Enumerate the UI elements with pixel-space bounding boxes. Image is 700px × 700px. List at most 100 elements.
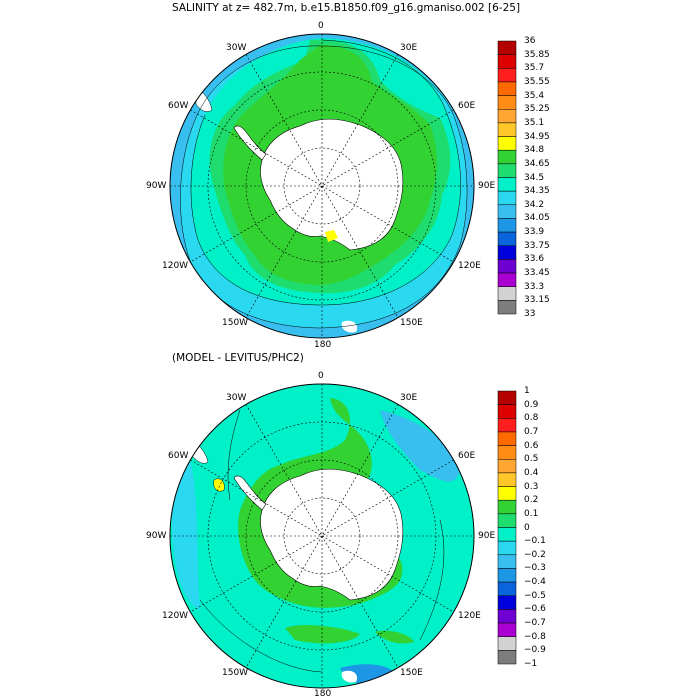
difference-map — [169, 383, 475, 689]
contours-2 — [199, 409, 445, 673]
colorbar-tick-label: 35.55 — [524, 76, 550, 87]
colorbar-tick-label: 0.1 — [524, 508, 539, 519]
colorbar-tick-label: 34.35 — [524, 186, 550, 197]
colorbar-tick-label: 0.6 — [524, 440, 539, 451]
lon-label-0: 0 — [318, 21, 324, 31]
colorbar-tick-label: 35.85 — [524, 49, 550, 60]
lon-label-60e: 60E — [458, 451, 476, 461]
lon-label-30e: 30E — [400, 393, 418, 403]
colorbar-swatch — [497, 218, 517, 233]
colorbar-tick-label: 35.1 — [524, 117, 545, 128]
lon-label-60e: 60E — [458, 101, 476, 111]
colorbar-swatch — [497, 527, 517, 542]
colorbar-swatch — [497, 418, 517, 433]
colorbar-swatch — [497, 622, 517, 637]
colorbar-swatch — [497, 486, 517, 501]
colorbar-swatch — [497, 163, 517, 178]
colorbar-tick-label: 0 — [524, 522, 530, 533]
salinity-title: SALINITY at z= 482.7m, b.e15.B1850.f09_g… — [172, 2, 521, 14]
diff-lower-green — [285, 625, 360, 644]
colorbar-tick-label: −0.7 — [524, 618, 546, 629]
colorbar-swatch — [497, 540, 517, 556]
ross-shelf-highlight — [325, 230, 338, 242]
hotspot — [213, 478, 225, 492]
lon-label-30e: 30E — [400, 43, 418, 53]
diff-east — [380, 410, 460, 482]
colorbar-tick-label: 34.65 — [524, 158, 550, 169]
colorbar-swatch — [497, 459, 517, 474]
colorbar-swatch — [497, 40, 517, 55]
island-south — [341, 320, 358, 333]
colorbar-tick-label: 33 — [524, 309, 536, 319]
colorbar-swatch — [497, 650, 517, 665]
colorbar-swatch — [497, 272, 517, 287]
lon-label-90w: 90W — [146, 531, 167, 541]
colorbar-tick-label: 33.15 — [524, 295, 550, 306]
colorbar-tick-label: 0.7 — [524, 426, 539, 437]
colorbar-tick-label: 33.6 — [524, 254, 545, 265]
colorbar-swatch — [497, 431, 517, 446]
colorbar-swatch — [497, 390, 517, 405]
colorbar-tick-label: −1 — [524, 659, 538, 669]
difference-colorbar — [497, 390, 517, 665]
colorbar-swatch — [497, 286, 517, 301]
colorbar-tick-label: 0.5 — [524, 454, 539, 465]
lon-label-180: 180 — [314, 689, 332, 699]
lon-label-150w: 150W — [222, 668, 249, 678]
lon-label-150e: 150E — [400, 668, 423, 678]
island-south-2 — [341, 670, 358, 683]
salinity-colorbar — [497, 40, 517, 315]
diff-band-mid — [172, 460, 200, 610]
lon-label-30w: 30W — [226, 43, 247, 53]
map-border-1 — [169, 33, 475, 339]
graticule-2 — [170, 384, 474, 688]
lon-label-120w: 120W — [162, 611, 189, 621]
colorbar-tick-label: −0.6 — [524, 604, 546, 615]
colorbar-swatch — [497, 122, 517, 137]
colorbar-tick-label: 0.4 — [524, 467, 539, 478]
colorbar-swatch — [497, 513, 517, 528]
colorbar-swatch — [497, 136, 517, 151]
colorbar-tick-label: 34.2 — [524, 199, 545, 210]
colorbar-tick-label: 33.45 — [524, 268, 550, 279]
lon-label-60w: 60W — [168, 451, 189, 461]
colorbar-swatch — [497, 231, 517, 247]
colorbar-swatch — [497, 204, 517, 219]
colorbar-tick-label: 0.9 — [524, 399, 539, 410]
lon-label-180: 180 — [314, 340, 332, 350]
colorbar-swatch — [497, 54, 517, 69]
colorbar-tick-label: 33.9 — [524, 227, 545, 238]
lon-label-90w: 90W — [146, 181, 167, 191]
colorbar-swatch — [497, 190, 517, 206]
colorbar-swatch — [497, 609, 517, 624]
lon-label-120e: 120E — [458, 261, 481, 271]
lon-label-60w: 60W — [168, 101, 189, 111]
colorbar-swatch — [497, 68, 517, 83]
colorbar-tick-label: −0.4 — [524, 577, 546, 588]
map-border-2 — [169, 383, 475, 689]
colorbar-swatch — [497, 445, 517, 460]
colorbar-swatch — [497, 499, 517, 515]
colorbar-swatch — [497, 245, 517, 260]
lon-label-120e: 120E — [458, 611, 481, 621]
difference-title: (MODEL - LEVITUS/PHC2) — [172, 352, 304, 364]
lon-label-0: 0 — [318, 371, 324, 381]
antarctica-land-2 — [260, 468, 404, 601]
colorbar-swatch — [497, 472, 517, 487]
colorbar-tick-label: −0.1 — [524, 536, 546, 547]
diff-lower-green-2 — [375, 630, 414, 644]
colorbar-tick-label: 33.3 — [524, 281, 545, 292]
colorbar-tick-label: −0.2 — [524, 549, 546, 560]
colorbar-swatch — [497, 177, 517, 192]
colorbar-tick-label: −0.8 — [524, 631, 546, 642]
colorbar-tick-label: 36 — [524, 36, 536, 46]
colorbar-swatch — [497, 95, 517, 110]
lon-label-150w: 150W — [222, 318, 249, 328]
colorbar-swatch — [497, 636, 517, 651]
lon-label-90e: 90E — [478, 531, 496, 541]
colorbar-tick-label: 35.25 — [524, 104, 550, 115]
colorbar-tick-label: 34.95 — [524, 131, 550, 142]
colorbar-swatch — [497, 81, 517, 96]
lon-label-120w: 120W — [162, 261, 189, 271]
